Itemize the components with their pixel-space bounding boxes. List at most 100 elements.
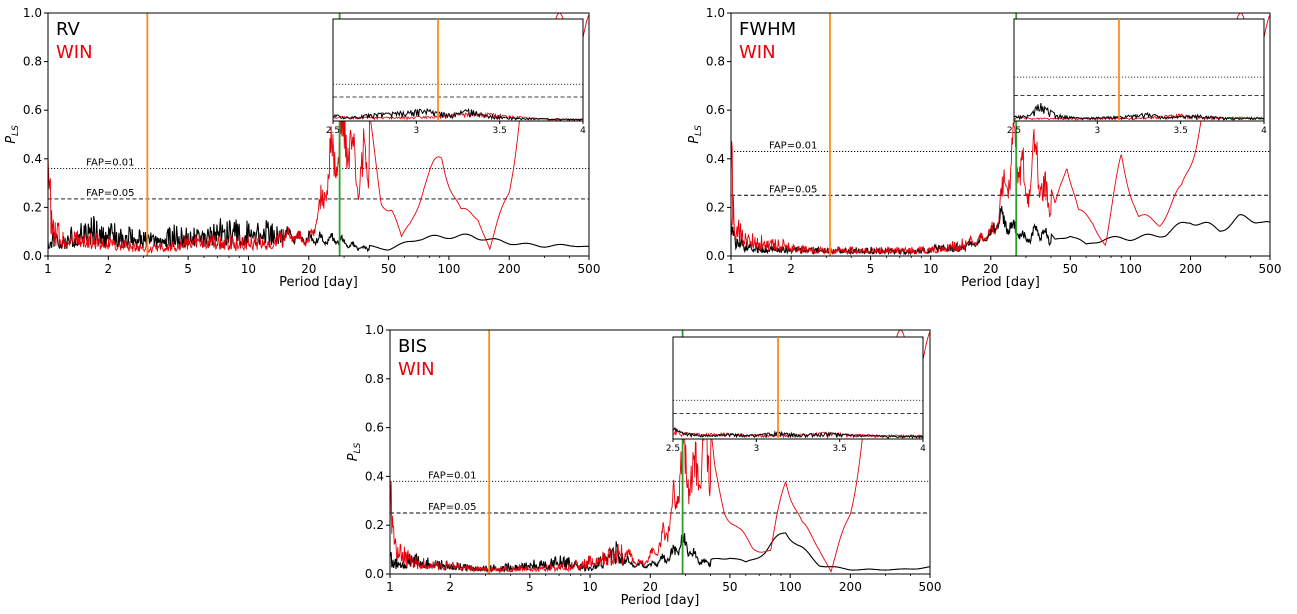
black-periodogram-curve: [731, 205, 1270, 256]
y-axis-label: PLS: [687, 125, 704, 144]
y-tick-label: 1.0: [23, 6, 42, 20]
fap-label-005: FAP=0.05: [428, 502, 476, 513]
win-label: WIN: [398, 359, 435, 380]
inset-x-tick-label: 4: [1261, 126, 1267, 136]
axes-frame: [730, 12, 1271, 257]
y-tick-label: 0.2: [365, 518, 384, 532]
x-tick-label: 200: [839, 580, 862, 594]
inset-plot: 2.5 3 3.5 4: [1007, 18, 1267, 136]
x-tick-label: 100: [779, 580, 802, 594]
panel-rv: FAP=0.01 FAP=0.05 1 2 5 10 20 50 100 200 500 0.0 0.2…: [4, 6, 600, 290]
x-tick-label: 50: [1063, 262, 1078, 276]
x-tick-label: 2: [787, 262, 795, 276]
x-tick-label: 50: [722, 580, 737, 594]
inset-frame: [672, 336, 924, 440]
inset-plot: 2.5 3 3.5 4: [666, 336, 926, 454]
x-axis-label: Period [day]: [621, 593, 700, 608]
fap-label-001: FAP=0.01: [769, 141, 817, 152]
win-periodogram-curve: [731, 13, 1270, 255]
win-periodogram-curve: [48, 13, 589, 254]
y-tick-label: 0.4: [23, 152, 42, 166]
y-axis-label: PLS: [346, 442, 363, 461]
inset-win-curve: [1014, 113, 1264, 121]
fap-label-005: FAP=0.05: [86, 188, 134, 199]
fap-label-005: FAP=0.05: [769, 184, 817, 195]
x-tick-label: 10: [241, 262, 256, 276]
inset-plot-area: [673, 337, 923, 439]
inset-frame: [332, 18, 584, 122]
y-tick-label: 0.4: [365, 469, 384, 483]
x-axis-label: Period [day]: [279, 275, 358, 290]
x-tick-label: 500: [1259, 262, 1282, 276]
inset-x-tick-label: 2.5: [326, 126, 340, 136]
x-tick-label: 200: [498, 262, 521, 276]
inset-x-tick-label: 3: [753, 444, 759, 454]
y-tick-label: 0.0: [365, 567, 384, 581]
win-label: WIN: [739, 42, 776, 63]
x-tick-label: 500: [919, 580, 942, 594]
x-tick-label: 10: [582, 580, 597, 594]
x-tick-label: 1: [44, 262, 52, 276]
inset-x-tick-label: 3.5: [493, 126, 507, 136]
x-tick-label: 5: [526, 580, 534, 594]
x-tick-label: 500: [578, 262, 601, 276]
inset-black-curve: [333, 107, 583, 121]
fap-label-001: FAP=0.01: [86, 158, 134, 169]
y-axis-label: PLS: [4, 125, 21, 144]
y-tick-label: 1.0: [706, 6, 725, 20]
panel-bis: FAP=0.01 FAP=0.05 1 2 5 10 20 50 100 200 500 0.0 0.2…: [346, 323, 941, 608]
y-tick-label: 0.8: [365, 372, 384, 386]
x-tick-label: 10: [923, 262, 938, 276]
inset-x-tick-label: 3.5: [1174, 126, 1188, 136]
x-tick-label: 5: [867, 262, 875, 276]
panel-name-label: FWHM: [739, 19, 796, 40]
x-tick-label: 20: [301, 262, 316, 276]
y-tick-label: 0.4: [706, 152, 725, 166]
y-tick-label: 0.6: [706, 103, 725, 117]
x-tick-label: 1: [386, 580, 394, 594]
plot-area: [48, 13, 589, 256]
x-tick-label: 100: [1119, 262, 1142, 276]
inset-frame: [1013, 18, 1265, 122]
y-tick-label: 0.2: [706, 200, 725, 214]
x-tick-label: 100: [437, 262, 460, 276]
y-tick-label: 0.6: [365, 421, 384, 435]
y-tick-label: 0.6: [23, 103, 42, 117]
inset-x-tick-label: 3: [1094, 126, 1100, 136]
win-periodogram-curve: [390, 330, 930, 573]
x-tick-label: 2: [105, 262, 113, 276]
x-tick-label: 200: [1179, 262, 1202, 276]
x-axis-label: Period [day]: [961, 275, 1040, 290]
win-label: WIN: [56, 42, 93, 63]
inset-black-curve: [1014, 103, 1264, 121]
black-periodogram-curve: [48, 216, 589, 253]
inset-x-tick-label: 4: [580, 126, 586, 136]
x-tick-label: 20: [983, 262, 998, 276]
inset-x-tick-label: 4: [920, 444, 926, 454]
fap-label-001: FAP=0.01: [428, 470, 476, 481]
y-tick-label: 0.8: [23, 55, 42, 69]
y-tick-label: 0.8: [706, 55, 725, 69]
inset-plot-area: [1014, 19, 1264, 121]
inset-plot: 2.5 3 3.5 4: [326, 18, 586, 136]
x-tick-label: 1: [727, 262, 735, 276]
x-tick-label: 50: [381, 262, 396, 276]
y-tick-label: 0.0: [706, 249, 725, 263]
panel-fwhm: FAP=0.01 FAP=0.05 1 2 5 10 20 50 100 200 500 0.0 0.2…: [687, 6, 1281, 290]
black-periodogram-curve: [390, 528, 930, 574]
y-tick-label: 0.0: [23, 249, 42, 263]
x-tick-label: 20: [643, 580, 658, 594]
inset-x-tick-label: 3.5: [833, 444, 847, 454]
panel-name-label: RV: [56, 19, 81, 40]
y-tick-label: 1.0: [365, 323, 384, 337]
panel-name-label: BIS: [398, 336, 427, 357]
axes-frame: [47, 12, 590, 257]
x-tick-label: 2: [446, 580, 454, 594]
axes-frame: [389, 329, 931, 575]
inset-plot-area: [333, 19, 583, 121]
y-tick-label: 0.2: [23, 200, 42, 214]
x-tick-label: 5: [184, 262, 192, 276]
inset-x-tick-label: 3: [413, 126, 419, 136]
inset-black-curve: [673, 426, 923, 439]
